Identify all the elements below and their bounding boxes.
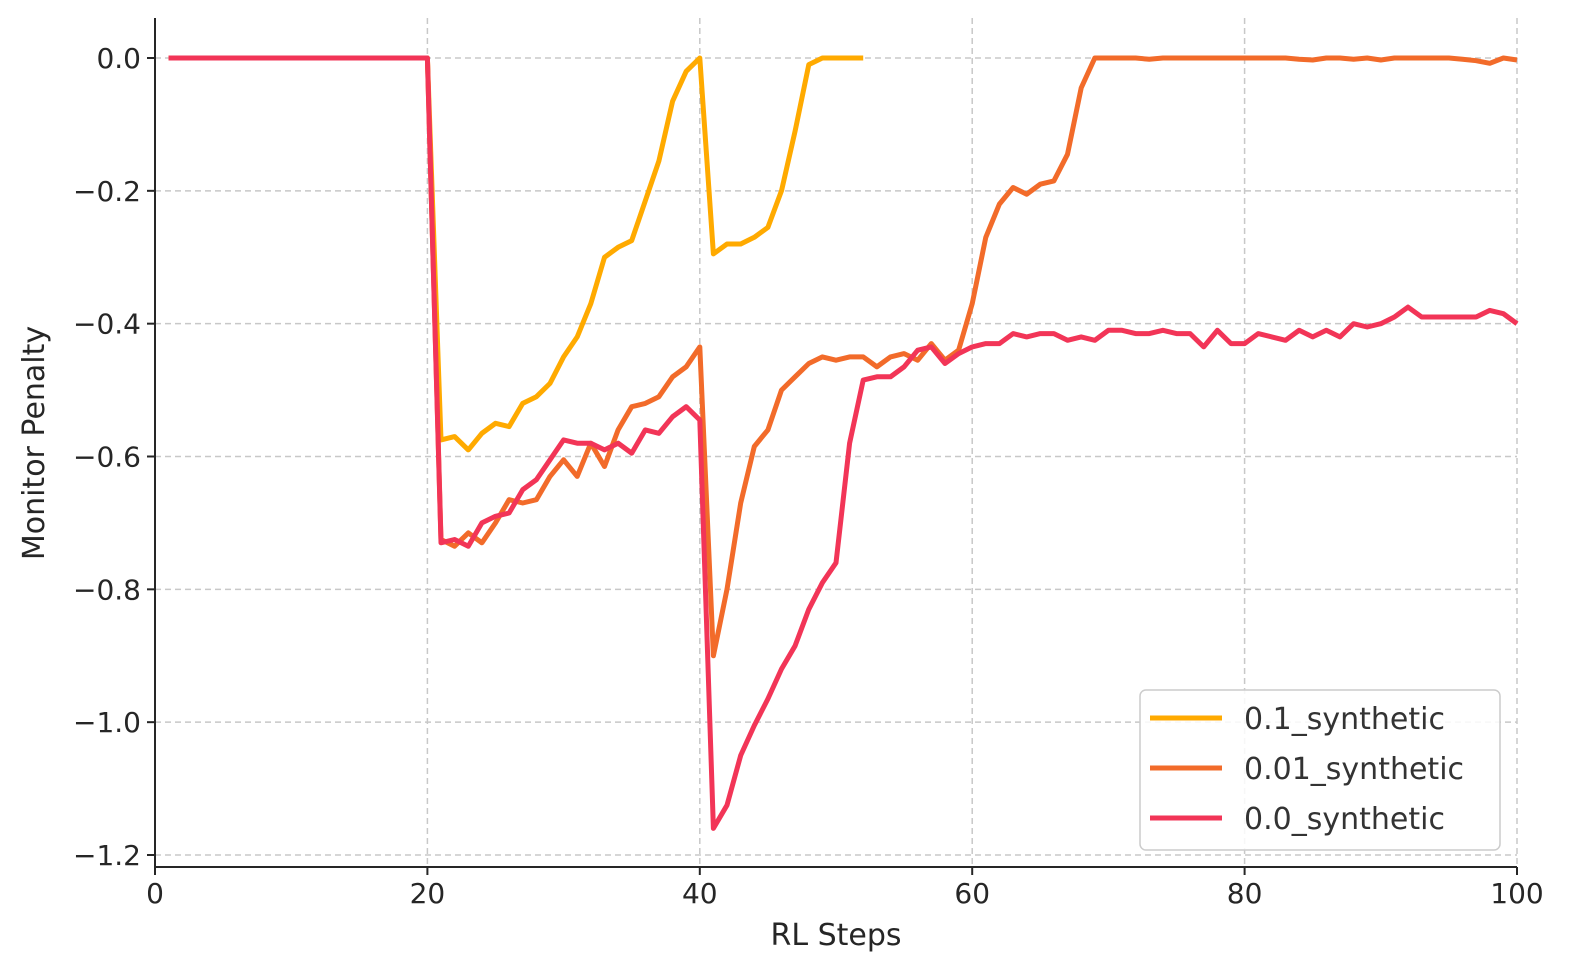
- y-tick-label: −0.8: [73, 573, 141, 606]
- x-axis-label: RL Steps: [770, 918, 901, 953]
- y-axis-label: Monitor Penalty: [17, 326, 52, 560]
- series-line-0-0-synthetic: [168, 55, 1519, 831]
- legend-label: 0.01_synthetic: [1244, 752, 1464, 787]
- y-tick-label: −0.2: [73, 175, 141, 208]
- y-tick-label: −0.4: [73, 308, 141, 341]
- series-lines: [168, 55, 1519, 831]
- legend: 0.1_synthetic 0.01_synthetic 0.0_synthetic: [1139, 689, 1501, 851]
- x-tick-label: 20: [410, 877, 446, 910]
- legend-label: 0.1_synthetic: [1244, 702, 1445, 737]
- x-tick-label: 0: [146, 877, 164, 910]
- y-tick-label: −1.0: [73, 706, 141, 739]
- series-line-0-01-synthetic: [168, 55, 1518, 659]
- y-tick-label: 0.0: [96, 42, 141, 75]
- axes: [154, 18, 1517, 868]
- series-line-0-1-synthetic: [168, 55, 864, 453]
- legend-label: 0.0_synthetic: [1244, 802, 1445, 837]
- y-tick-label: −0.6: [73, 441, 141, 474]
- tick-labels: 0 20 40 60 80 100 0.0 −0.2 −0.4 −0.6 −0.8 −1.0 −1.2: [73, 42, 1544, 910]
- x-tick-label: 60: [954, 877, 990, 910]
- y-tick-label: −1.2: [73, 839, 141, 872]
- x-tick-label: 100: [1490, 877, 1543, 910]
- x-tick-label: 80: [1227, 877, 1263, 910]
- x-tick-label: 40: [682, 877, 718, 910]
- legend-box: [1139, 689, 1501, 851]
